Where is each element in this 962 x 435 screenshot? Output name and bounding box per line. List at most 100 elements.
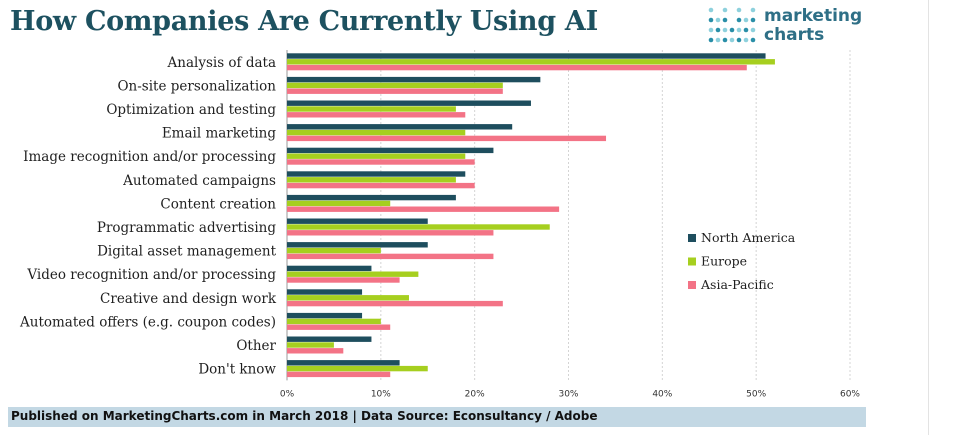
logo-dot: [708, 17, 714, 23]
bar-asia-pacific: [287, 253, 494, 260]
bar-europe: [287, 82, 503, 89]
bar-asia-pacific: [287, 348, 344, 354]
bar-asia-pacific: [287, 159, 475, 165]
bar-chart: Analysis of data On-site personalization O…: [19, 50, 861, 399]
bar-north-america: [287, 312, 363, 319]
category-label: Automated offers (e.g. coupon codes): [19, 314, 276, 330]
bar-europe: [287, 224, 550, 230]
x-tick-label: 10%: [371, 389, 391, 399]
bar-europe: [287, 59, 775, 65]
x-tick-label: 20%: [465, 389, 485, 399]
bar-asia-pacific: [287, 324, 391, 330]
bar-europe: [287, 106, 456, 112]
logo-dots-icon: [708, 7, 756, 43]
logo-dot: [750, 17, 756, 23]
logo-dot: [750, 7, 756, 13]
bar-asia-pacific: [287, 230, 494, 236]
legend-swatch: [688, 234, 696, 242]
category-label: Video recognition and/or processing: [26, 267, 276, 283]
logo-dot: [750, 37, 756, 43]
bar-europe: [287, 200, 391, 207]
category-label: Analysis of data: [167, 55, 276, 71]
category-label: Other: [236, 338, 276, 354]
logo-dot: [722, 37, 728, 43]
logo-dot: [708, 7, 714, 13]
bar-asia-pacific: [287, 112, 466, 118]
legend-label: Europe: [701, 254, 747, 269]
bar-north-america: [287, 171, 466, 177]
chart-grid: [286, 50, 851, 381]
chart-card: How Companies Are Currently Using AI mar…: [8, 0, 929, 435]
logo-dot: [736, 7, 742, 13]
logo-dot: [722, 17, 728, 23]
category-label: Image recognition and/or processing: [23, 149, 276, 165]
bar-asia-pacific: [287, 182, 475, 189]
logo-dot: [708, 27, 714, 33]
bar-north-america: [287, 53, 766, 59]
chart-legend: North America Europe Asia-Pacific: [688, 230, 796, 292]
logo-dot: [743, 27, 749, 33]
bar-asia-pacific: [287, 64, 747, 71]
bar-europe: [287, 342, 334, 348]
logo-dot: [743, 17, 749, 23]
logo-dot: [736, 17, 742, 23]
bar-asia-pacific: [287, 88, 503, 94]
x-tick-label: 60%: [840, 389, 860, 399]
bar-north-america: [287, 336, 372, 342]
category-label: Automated campaigns: [122, 173, 276, 189]
bar-north-america: [287, 289, 363, 295]
bar-asia-pacific: [287, 300, 503, 307]
bar-north-america: [287, 265, 372, 272]
logo-dot: [736, 27, 742, 33]
category-label: Don't know: [198, 362, 276, 378]
x-tick-label: 40%: [652, 389, 672, 399]
chart-bars: [287, 53, 775, 378]
x-tick-label: 50%: [746, 389, 766, 399]
bar-north-america: [287, 218, 428, 224]
category-labels: Analysis of data On-site personalization O…: [19, 55, 277, 378]
logo-dot: [708, 37, 714, 43]
bar-europe: [287, 153, 466, 159]
chart-title: How Companies Are Currently Using AI: [10, 6, 598, 37]
bar-asia-pacific: [287, 206, 560, 212]
bar-north-america: [287, 147, 494, 154]
category-label: Digital asset management: [97, 244, 277, 260]
logo-dot: [743, 37, 749, 43]
logo-dot: [750, 27, 756, 33]
source-footer: Published on MarketingCharts.com in Marc…: [8, 407, 866, 427]
logo-wordmark: marketing charts: [764, 7, 862, 45]
bar-asia-pacific: [287, 371, 391, 378]
bar-europe: [287, 271, 419, 277]
logo-dot: [715, 27, 721, 33]
category-label: Programmatic advertising: [97, 220, 276, 236]
x-axis-ticks: 0% 10% 20% 30% 40% 50% 60%: [280, 389, 861, 399]
legend-swatch: [688, 281, 696, 289]
legend-label: Asia-Pacific: [700, 277, 774, 292]
logo-dot: [729, 37, 735, 43]
bar-asia-pacific: [287, 277, 400, 283]
bar-europe: [287, 318, 381, 325]
bar-europe: [287, 177, 456, 183]
legend-label: North America: [701, 230, 796, 245]
category-label: Content creation: [160, 196, 276, 212]
bar-europe: [287, 295, 409, 301]
bar-north-america: [287, 194, 456, 201]
bar-north-america: [287, 76, 541, 83]
logo-dot: [722, 27, 728, 33]
footnote-strip: [10, 428, 866, 435]
bar-europe: [287, 129, 466, 136]
marketingcharts-logo: marketing charts: [708, 6, 888, 48]
bar-north-america: [287, 242, 428, 248]
logo-dot: [729, 27, 735, 33]
x-tick-label: 30%: [558, 389, 578, 399]
source-text: Published on MarketingCharts.com in Marc…: [11, 409, 598, 423]
category-label: On-site personalization: [117, 78, 276, 94]
bar-asia-pacific: [287, 135, 607, 142]
logo-dot: [736, 37, 742, 43]
logo-line-2: charts: [764, 25, 825, 45]
logo-line-1: marketing: [764, 6, 863, 26]
category-label: Optimization and testing: [106, 102, 276, 118]
category-label: Email marketing: [162, 126, 277, 142]
bar-north-america: [287, 124, 513, 130]
logo-dot: [715, 17, 721, 23]
